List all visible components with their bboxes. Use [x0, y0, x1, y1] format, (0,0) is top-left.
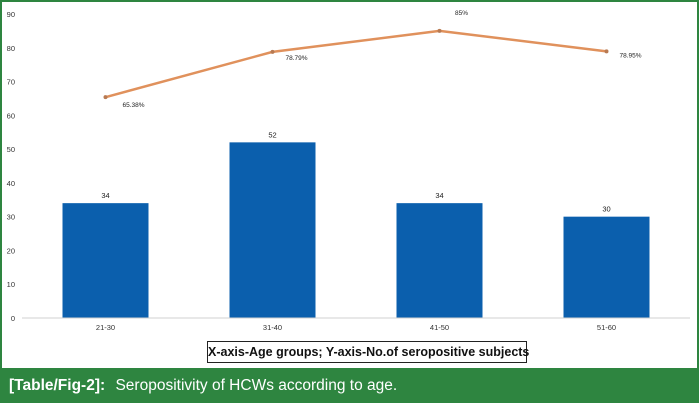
line-data-label: 78.79% [285, 55, 307, 62]
y-tick-label: 20 [7, 246, 15, 255]
line-point [437, 28, 442, 33]
chart: 0 10 20 30 40 50 60 70 80 90 34 52 34 30 21-30 31-40 4… [7, 10, 690, 332]
bar [229, 142, 316, 318]
figure-label: [Table/Fig-2]: [9, 377, 106, 394]
x-tick-label: 51-60 [597, 323, 616, 332]
x-axis-ticks: 21-30 31-40 41-50 51-60 [96, 323, 616, 332]
y-tick-label: 70 [7, 78, 15, 87]
line-data-label: 78.95% [619, 52, 641, 59]
bar [563, 216, 650, 318]
axis-caption: X-axis-Age groups; Y-axis-No.of seroposi… [207, 341, 529, 363]
figure-caption-bar: [Table/Fig-2]: Seropositivity of HCWs ac… [0, 368, 699, 403]
line-data-labels: 65.38% 78.79% 85% 78.95% [122, 10, 641, 109]
bar-data-label: 52 [268, 130, 276, 139]
x-tick-label: 21-30 [96, 323, 115, 332]
y-tick-label: 60 [7, 111, 15, 120]
figure-caption-text: Seropositivity of HCWs according to age. [115, 377, 398, 394]
y-axis-ticks: 0 10 20 30 40 50 60 70 80 90 [7, 10, 15, 323]
line-data-label: 85% [455, 10, 468, 17]
line-data-label: 65.38% [122, 102, 144, 109]
bar-data-label: 34 [101, 191, 109, 200]
bar-data-labels: 34 52 34 30 [101, 130, 610, 213]
bar-data-label: 30 [602, 205, 610, 214]
y-tick-label: 80 [7, 44, 15, 53]
x-tick-label: 41-50 [430, 323, 449, 332]
line-point [270, 49, 275, 54]
bar [62, 203, 149, 318]
bar-data-label: 34 [435, 191, 443, 200]
bar [396, 203, 483, 318]
y-tick-label: 40 [7, 179, 15, 188]
line-point [103, 95, 108, 100]
bar-series [62, 142, 650, 318]
y-tick-label: 30 [7, 213, 15, 222]
line-point [604, 49, 609, 54]
y-tick-label: 50 [7, 145, 15, 154]
line-series-path [105, 29, 607, 99]
x-tick-label: 31-40 [263, 323, 282, 332]
y-tick-label: 10 [7, 280, 15, 289]
line-series [103, 28, 609, 100]
y-tick-label: 0 [11, 314, 15, 323]
y-tick-label: 90 [7, 10, 15, 19]
